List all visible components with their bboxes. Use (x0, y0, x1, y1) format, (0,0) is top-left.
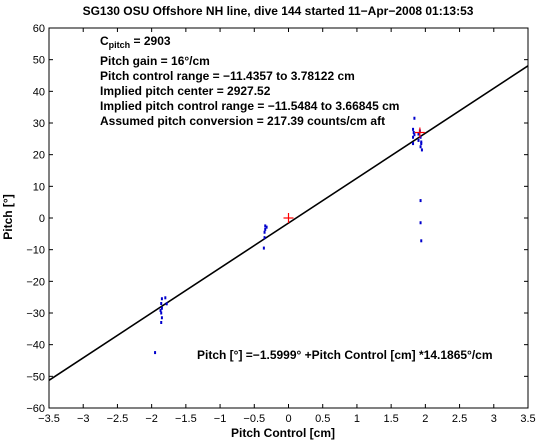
data-point (159, 308, 162, 312)
data-point (412, 131, 415, 134)
y-tick-label: −50 (26, 371, 45, 383)
data-point (263, 236, 266, 240)
y-tick-label: 50 (33, 55, 45, 67)
chart-title: SG130 OSU Offshore NH line, dive 144 sta… (83, 4, 474, 18)
y-tick-label: −20 (26, 276, 45, 288)
data-point (419, 199, 422, 203)
x-tick-label: −0.5 (243, 413, 265, 425)
data-point (160, 297, 163, 301)
x-tick-label: 2 (422, 413, 428, 425)
data-point (419, 221, 422, 225)
x-tick-label: 0 (285, 413, 291, 425)
y-tick-label: 40 (33, 86, 45, 98)
points-layer (154, 116, 423, 355)
annotation-cpitch: Cpitch = 2903 (100, 34, 171, 50)
annotation-cpitch-prefix: C (100, 34, 109, 48)
data-point (160, 302, 163, 305)
annotation-cpitch-subscript: pitch (109, 40, 131, 50)
data-point (264, 224, 267, 228)
y-tick-label: 0 (39, 213, 45, 225)
data-point (419, 135, 422, 139)
annotation-conversion: Assumed pitch conversion = 217.39 counts… (100, 114, 385, 128)
y-axis-title: Pitch [°] (1, 194, 15, 239)
markers-layer (283, 127, 425, 223)
annotation-gain: Pitch gain = 16°/cm (100, 54, 210, 68)
x-tick-label: 2.5 (452, 413, 467, 425)
data-point (420, 142, 423, 146)
x-tick-label: 3 (491, 413, 497, 425)
x-axis-title: Pitch Control [cm] (231, 426, 335, 440)
y-tick-label: −60 (26, 403, 45, 415)
x-tick-label: −2.5 (107, 413, 129, 425)
data-point (420, 239, 423, 243)
marker-plus (283, 213, 294, 223)
x-tick-label: 0.5 (315, 413, 330, 425)
data-point (165, 302, 168, 306)
y-tick-label: −30 (26, 308, 45, 320)
x-tick-label: −3 (77, 413, 90, 425)
y-tick-label: 60 (33, 23, 45, 35)
data-point (262, 246, 265, 250)
data-point (420, 140, 423, 144)
data-point (160, 321, 163, 324)
x-axis: −3.5 −3 −2.5 −2 −1.5 −1 −0.5 0 0.5 1 1.5 2 2.5 3 3.5 (38, 28, 536, 425)
data-point (154, 351, 157, 355)
data-point (419, 145, 422, 149)
data-point (264, 227, 267, 231)
data-point (412, 142, 415, 146)
x-tick-label: 1.5 (383, 413, 398, 425)
annotation-implied-range: Implied pitch control range = −11.5484 t… (100, 99, 399, 113)
data-point (417, 138, 420, 142)
data-point (413, 116, 416, 120)
y-axis: −60 −50 −40 −30 −20 −10 0 10 20 30 40 50 60 (26, 23, 528, 415)
y-tick-label: 30 (33, 118, 45, 130)
data-point (160, 306, 163, 310)
annotation-range: Pitch control range = −11.4357 to 3.7812… (100, 69, 355, 83)
x-tick-label: 3.5 (520, 413, 535, 425)
data-point (263, 230, 266, 234)
y-tick-label: −40 (26, 340, 45, 352)
fit-line (48, 65, 529, 381)
y-tick-label: 10 (33, 181, 45, 193)
annotation-center: Implied pitch center = 2927.52 (100, 84, 271, 98)
data-point (160, 316, 163, 320)
data-point (265, 225, 268, 229)
fit-equation: Pitch [°] =−1.5999° +Pitch Control [cm] … (197, 348, 493, 362)
data-point (420, 148, 423, 152)
x-tick-label: 1 (354, 413, 360, 425)
data-point (412, 135, 415, 139)
annotation-block: Cpitch = 2903 Pitch gain = 16°/cm Pitch … (100, 34, 399, 128)
x-tick-label: −2 (145, 413, 158, 425)
x-tick-label: −3.5 (38, 413, 60, 425)
data-point (417, 132, 420, 136)
fit-line-layer (48, 65, 529, 381)
y-tick-label: 20 (33, 150, 45, 162)
y-tick-label: −10 (26, 245, 45, 257)
data-point (160, 311, 163, 315)
data-point (164, 296, 167, 300)
marker-plus (414, 127, 425, 138)
x-tick-label: −1.5 (175, 413, 197, 425)
x-tick-label: −1 (214, 413, 227, 425)
annotation-cpitch-value: = 2903 (130, 34, 171, 48)
data-point (413, 133, 416, 137)
data-point (412, 127, 415, 131)
